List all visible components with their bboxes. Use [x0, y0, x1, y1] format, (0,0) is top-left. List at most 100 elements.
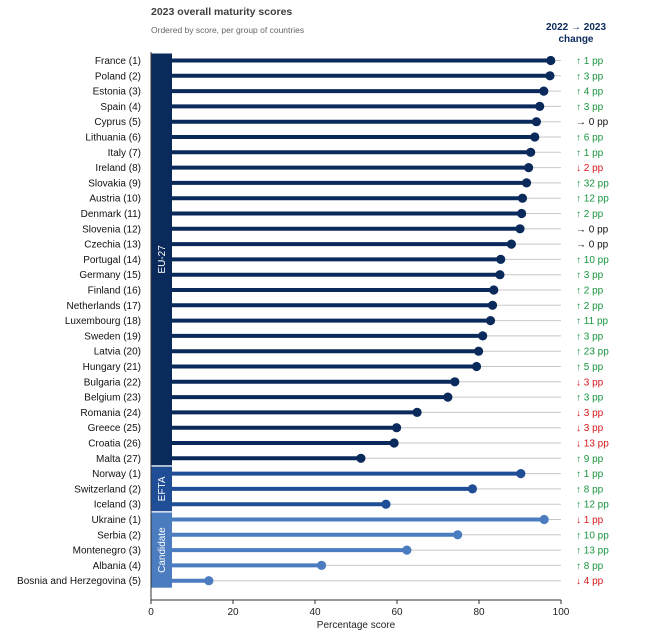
change-label: ↑ 3 pp [576, 393, 604, 404]
lollipop-dot [521, 178, 532, 188]
change-label: ↓ 1 pp [576, 515, 604, 526]
lollipop-dot [495, 270, 505, 280]
country-label: Greece (25) [88, 423, 141, 434]
lollipop-dot [515, 224, 525, 234]
change-label: ↑ 2 pp [576, 209, 604, 220]
change-label: ↑ 8 pp [576, 484, 604, 495]
country-label: Ireland (8) [95, 163, 141, 174]
x-tick-label: 60 [391, 607, 403, 618]
lollipop-dot [316, 560, 327, 571]
chart-subtitle: Ordered by score, per group of countries [151, 25, 305, 35]
lollipop-dot [517, 208, 527, 219]
lollipop-dot [453, 530, 463, 540]
country-label: Cyprus (5) [94, 117, 141, 128]
country-label: Iceland (3) [94, 500, 141, 511]
country-label: Spain (4) [100, 102, 141, 113]
change-label: ↑ 8 pp [576, 561, 604, 572]
lollipop-dot [473, 346, 484, 356]
lollipop-dot [517, 193, 528, 203]
country-label: Italy (7) [108, 148, 141, 159]
group-label: EU-27 [157, 245, 168, 274]
country-label: Ukraine (1) [92, 515, 141, 526]
lollipop-dot [546, 55, 556, 66]
change-label: ↑ 1 pp [576, 148, 604, 159]
change-label: ↓ 3 pp [576, 377, 604, 388]
lollipop-dot [516, 469, 526, 479]
lollipop-dot [402, 545, 412, 555]
change-column-header: 2022 → 2023 change [540, 22, 612, 46]
country-label: Sweden (19) [84, 331, 141, 342]
country-label: Norway (1) [92, 469, 141, 480]
change-label: ↑ 13 pp [576, 546, 609, 557]
country-label: Luxembourg (18) [65, 316, 141, 327]
change-label: ↑ 10 pp [576, 255, 609, 266]
country-label: Finland (16) [88, 286, 141, 297]
country-label: Czechia (13) [84, 240, 141, 251]
x-tick-label: 100 [553, 607, 570, 618]
country-label: Malta (27) [96, 454, 141, 465]
lollipop-dot [530, 132, 540, 142]
change-label: ↓ 3 pp [576, 423, 604, 434]
country-label: Portugal (14) [83, 255, 141, 266]
lollipop-dot [467, 484, 478, 494]
change-label: ↑ 11 pp [576, 316, 608, 327]
x-tick-label: 20 [227, 607, 239, 618]
change-label: ↑ 2 pp [576, 301, 604, 312]
lollipop-dot [535, 101, 545, 111]
lollipop-dot [485, 316, 496, 326]
country-label: Germany (15) [79, 270, 141, 281]
change-label: ↑ 12 pp [576, 500, 609, 511]
country-label: France (1) [95, 56, 141, 67]
lollipop-dot [450, 377, 460, 387]
change-label: ↑ 3 pp [576, 102, 604, 113]
change-label: ↑ 10 pp [576, 530, 609, 541]
change-label: ↓ 3 pp [576, 408, 604, 419]
country-label: Bosnia and Herzegovina (5) [17, 576, 141, 587]
change-label: ↓ 2 pp [576, 163, 604, 174]
group-band [151, 466, 172, 512]
country-label: Slovenia (12) [82, 224, 141, 235]
change-label: ↑ 1 pp [576, 56, 604, 67]
change-label: → 0 pp [576, 224, 609, 235]
change-label: ↑ 3 pp [576, 270, 604, 281]
change-label: → 0 pp [576, 117, 609, 128]
x-tick-label: 0 [148, 607, 154, 618]
lollipop-dot [356, 453, 366, 463]
lollipop-dot [478, 331, 488, 341]
lollipop-dot [526, 147, 536, 157]
change-label: ↑ 2 pp [576, 286, 604, 297]
country-label: Montenegro (3) [73, 546, 141, 557]
country-label: Denmark (11) [81, 209, 141, 220]
lollipop-dot [506, 239, 516, 249]
change-label: ↑ 12 pp [576, 194, 609, 205]
lollipop-dot [496, 254, 506, 264]
country-label: Netherlands (17) [67, 301, 141, 312]
lollipop-dot [489, 285, 499, 295]
change-label: ↑ 1 pp [576, 469, 604, 480]
country-label: Albania (4) [93, 561, 141, 572]
change-label: ↑ 4 pp [576, 87, 604, 98]
country-label: Austria (10) [89, 194, 141, 205]
lollipop-dot [204, 576, 214, 586]
x-axis-label: Percentage score [316, 620, 396, 631]
country-label: Latvia (20) [94, 347, 141, 358]
country-label: Slovakia (9) [88, 178, 141, 189]
change-label: ↑ 6 pp [576, 133, 604, 144]
country-label: Serbia (2) [97, 530, 141, 541]
group-label: EFTA [157, 476, 168, 501]
country-label: Poland (2) [95, 71, 141, 82]
change-label: ↓ 4 pp [576, 576, 604, 587]
change-label: → 0 pp [576, 240, 609, 251]
change-label: ↑ 32 pp [576, 178, 609, 189]
lollipop-dot [539, 514, 549, 525]
lollipop-dot [524, 163, 534, 173]
lollipop-dot [545, 71, 555, 81]
x-tick-label: 40 [309, 607, 321, 618]
lollipop-dot [381, 499, 391, 509]
country-label: Switzerland (2) [74, 484, 141, 495]
change-label: ↑ 3 pp [576, 71, 604, 82]
lollipop-dot [443, 392, 453, 402]
chart-title: 2023 overall maturity scores [151, 6, 293, 18]
change-label: ↑ 5 pp [576, 362, 604, 373]
